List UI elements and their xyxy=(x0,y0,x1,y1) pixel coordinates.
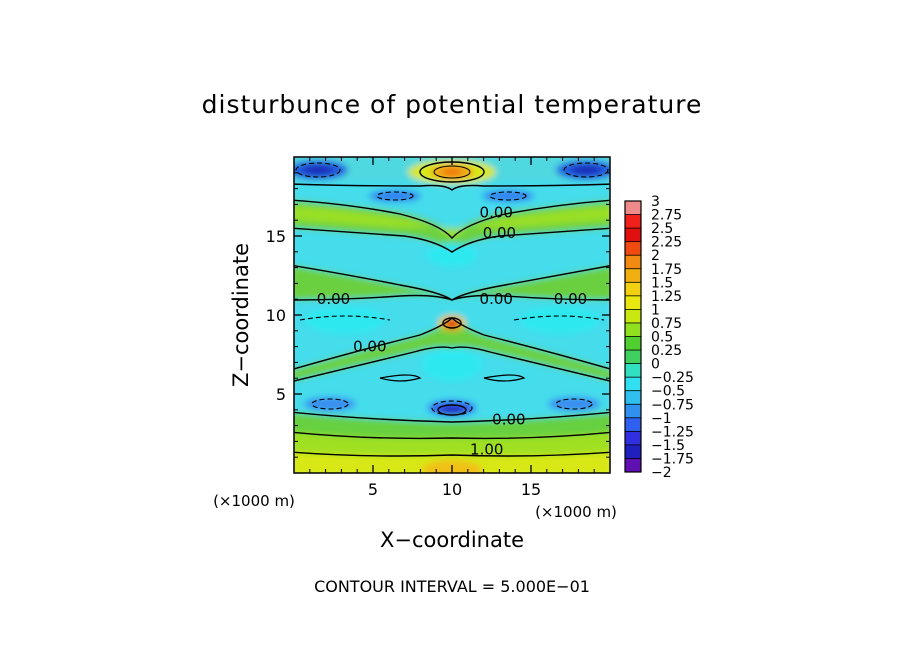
colorbar-tick-label: 0.25 xyxy=(651,343,682,359)
y-axis-ticks: 5 10 15 xyxy=(266,172,610,458)
colorbar-swatch xyxy=(625,282,641,297)
colorbar-tick-label: −2 xyxy=(651,465,672,481)
colorbar-swatch xyxy=(625,390,641,405)
colorbar-tick-label: −0.25 xyxy=(651,370,694,386)
colorbar-tick-label: 2 xyxy=(651,248,660,264)
colorbar-swatch xyxy=(625,241,641,256)
colorbar: 32.752.52.2521.751.51.2510.750.50.250−0.… xyxy=(624,194,694,481)
contour-labels: 0.00 0.00 0.00 0.00 0.00 0.00 0.00 1.00 xyxy=(317,203,587,458)
colorbar-tick-label: −0.75 xyxy=(651,397,694,413)
colorbar-tick-label: 1.75 xyxy=(651,262,682,278)
colorbar-swatch xyxy=(625,214,641,229)
x-tick-label: 5 xyxy=(368,480,378,499)
x-tick-label: 15 xyxy=(521,480,541,499)
colorbar-tick-label: 0.75 xyxy=(651,316,682,332)
contour-label: 0.00 xyxy=(353,338,386,356)
x-axis-label: X−coordinate xyxy=(380,528,524,552)
contour-label: 1.00 xyxy=(470,440,503,458)
colorbar-tick-label: 2.25 xyxy=(651,235,682,251)
x-axis-ticks: 5 10 15 xyxy=(309,157,595,499)
contour-label: 0.00 xyxy=(492,410,525,428)
colorbar-swatch xyxy=(625,322,641,337)
negative-contours xyxy=(295,162,609,416)
colorbar-tick-label: 1.25 xyxy=(651,289,682,305)
contour-interval-note: CONTOUR INTERVAL = 5.000E−01 xyxy=(314,577,590,596)
x-axis-unit-left: (×1000 m) xyxy=(213,492,295,510)
colorbar-tick-label: 2.75 xyxy=(651,208,682,224)
contour-label: 0.00 xyxy=(480,203,513,221)
colorbar-tick-label: −0.5 xyxy=(651,384,685,400)
colorbar-swatch xyxy=(625,309,641,324)
colorbar-tick-label: 1.5 xyxy=(651,275,673,291)
chart-title: disturbunce of potential temperature xyxy=(202,90,703,119)
colorbar-tick-label: −1.75 xyxy=(651,451,694,467)
colorbar-swatch xyxy=(625,228,641,243)
contour-label: 0.00 xyxy=(480,290,513,308)
colorbar-swatch xyxy=(625,404,641,419)
colorbar-swatch xyxy=(625,255,641,270)
colorbar-tick-label: 3 xyxy=(651,194,660,210)
contour-label: 0.00 xyxy=(483,224,516,242)
heatmap-field xyxy=(294,157,610,473)
colorbar-swatch xyxy=(625,458,641,473)
x-tick-label: 10 xyxy=(442,480,462,499)
y-axis-label: Z−coordinate xyxy=(229,243,253,387)
colorbar-swatch xyxy=(625,431,641,446)
colorbar-tick-label: −1.5 xyxy=(651,438,685,454)
colorbar-swatch xyxy=(625,350,641,365)
y-tick-label: 5 xyxy=(276,385,286,404)
colorbar-swatch xyxy=(625,377,641,392)
colorbar-swatch xyxy=(625,363,641,378)
colorbar-tick-label: −1 xyxy=(651,411,672,427)
x-axis-unit-right: (×1000 m) xyxy=(535,503,617,521)
colorbar-tick-label: 0 xyxy=(651,357,660,373)
contour-lines xyxy=(294,161,610,457)
colorbar-swatch xyxy=(625,295,641,310)
colorbar-swatch xyxy=(625,417,641,432)
colorbar-tick-label: 0.5 xyxy=(651,330,673,346)
colorbar-swatch xyxy=(625,336,641,351)
colorbar-tick-label: 2.5 xyxy=(651,221,673,237)
colorbar-tick-label: 1 xyxy=(651,302,660,318)
y-tick-label: 15 xyxy=(266,227,286,246)
plot-area: 0.00 0.00 0.00 0.00 0.00 0.00 0.00 1.00 xyxy=(294,157,610,473)
colorbar-swatch xyxy=(625,444,641,459)
colorbar-tick-label: −1.25 xyxy=(651,424,694,440)
contour-label: 0.00 xyxy=(317,290,350,308)
contour-label: 0.00 xyxy=(554,290,587,308)
y-tick-label: 10 xyxy=(266,306,286,325)
colorbar-swatch xyxy=(625,201,641,216)
colorbar-swatch xyxy=(625,268,641,283)
